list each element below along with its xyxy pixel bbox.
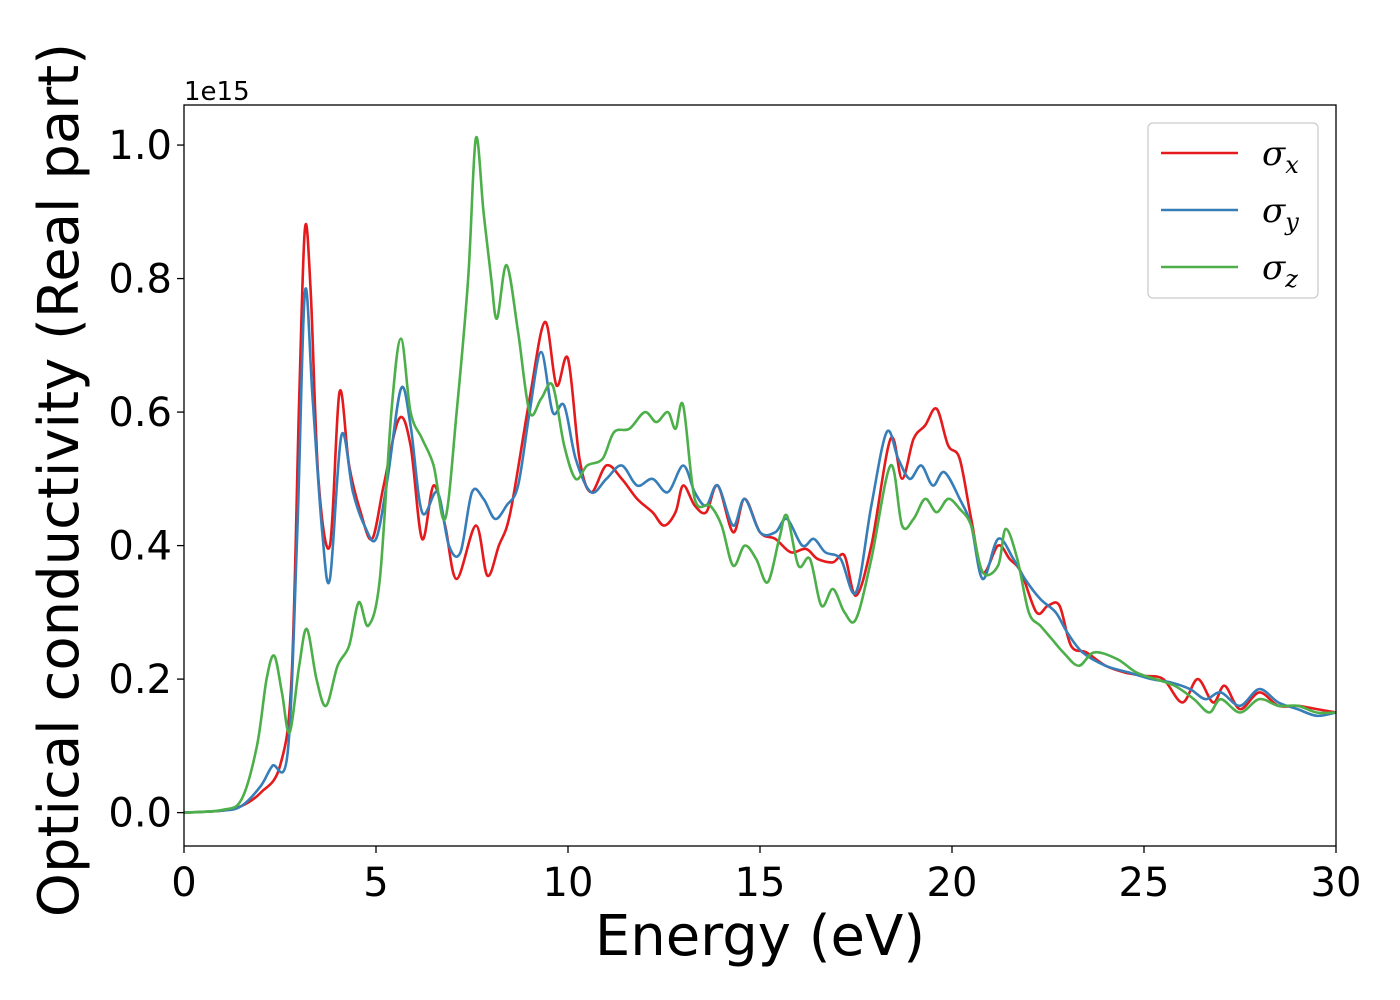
legend-label-z: σz xyxy=(1262,248,1298,293)
x-tick-label: 30 xyxy=(1311,860,1362,906)
series-line-z xyxy=(184,135,1336,814)
legend: σx σy σz xyxy=(1147,122,1319,299)
x-axis-ticks: 0 5 10 15 20 25 30 xyxy=(171,846,1361,906)
legend-label-y: σy xyxy=(1262,191,1299,236)
series-lines xyxy=(184,135,1336,814)
y-tick-label: 0.0 xyxy=(108,791,172,837)
legend-label-x: σx xyxy=(1262,134,1299,179)
series-line-y xyxy=(184,287,1336,814)
y-tick-label: 0.2 xyxy=(108,657,172,703)
x-tick-label: 5 xyxy=(363,860,388,906)
y-tick-label: 0.8 xyxy=(108,257,172,303)
y-axis-label: Optical conductivity (Real part) xyxy=(27,43,92,917)
x-axis-label: Energy (eV) xyxy=(595,904,925,969)
series-line-x xyxy=(184,222,1336,814)
y-axis-ticks: 0.0 0.2 0.4 0.6 0.8 1.0 xyxy=(108,123,184,837)
x-tick-label: 25 xyxy=(1119,860,1170,906)
x-tick-label: 20 xyxy=(927,860,978,906)
y-tick-label: 1.0 xyxy=(108,123,172,169)
y-offset-text: 1e15 xyxy=(184,77,250,107)
x-tick-label: 10 xyxy=(543,860,594,906)
x-tick-label: 15 xyxy=(735,860,786,906)
x-tick-label: 0 xyxy=(171,860,196,906)
y-tick-label: 0.6 xyxy=(108,390,172,436)
y-tick-label: 0.4 xyxy=(108,524,172,570)
